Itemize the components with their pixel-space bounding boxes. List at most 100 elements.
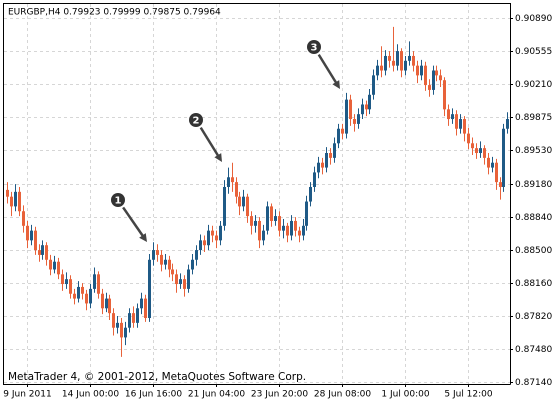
annotation-arrow [317,53,339,86]
candle-body [144,298,147,319]
candle-body [124,327,127,338]
candle-body [491,162,494,168]
candle-body [105,298,108,309]
annotation-arrowhead [214,153,222,162]
candle-body [223,186,226,226]
candle-body [101,293,104,309]
candle-body [447,109,450,120]
candle-body [89,288,92,304]
candle-body [345,99,348,134]
candle-body [136,308,139,323]
candle-body [341,128,344,134]
candle-body [309,186,312,202]
candle-body [77,286,80,299]
candle-body [10,196,13,207]
candle-body [53,261,56,270]
candle-body [376,65,379,76]
candle-body [372,75,375,95]
candle-body [420,65,423,76]
candle-body [325,153,328,168]
y-tick-label: 0.87140 [515,378,552,388]
annotations: 1 2 3 [111,40,340,242]
candle-body [69,279,72,294]
y-tick-label: 0.90890 [515,14,552,24]
candle-body [6,189,9,197]
candle-body [203,240,206,246]
candle-body [313,172,316,187]
candles [6,26,509,357]
candle-body [207,230,210,246]
candle-body [120,322,123,338]
y-tick-label: 0.87480 [515,345,552,355]
candle-body [132,313,135,323]
candle-body [483,148,486,158]
annotation-arrowhead [139,233,147,242]
annotation-marker [189,113,203,127]
candle-body [412,55,415,66]
candle-body [187,269,190,289]
candle-body [93,274,96,289]
candle-body [14,191,17,207]
candle-body [195,250,198,260]
candle-body [235,182,238,197]
candle-body [302,225,305,236]
candle-body [231,177,234,183]
candle-body [435,70,438,76]
candle-body [475,148,478,154]
candle-body [183,279,186,289]
candle-body [384,55,387,71]
candle-body [286,225,289,236]
candle-body [499,182,502,187]
candle-body [97,274,100,294]
candle-body [242,196,245,207]
candle-body [278,216,281,231]
candle-body [282,225,285,231]
candle-body [467,133,470,144]
y-tick-label: 0.90210 [515,80,552,90]
chart-title: EURGBP,H4 0.79923 0.79999 0.79875 0.7996… [8,8,221,18]
annotation-label: 1 [115,196,122,207]
candle-body [428,85,431,90]
candle-body [22,211,25,226]
candle-body [18,191,21,212]
candle-body [455,114,458,129]
candle-body [432,70,435,90]
candle-body [337,128,340,144]
annotation-marker [111,193,125,207]
candle-body [30,230,33,241]
annotation-label: 3 [311,43,318,54]
grid [4,4,510,384]
candle-body [238,196,241,207]
candle-body [152,250,155,260]
candle-body [34,230,37,251]
candle-body [38,250,41,255]
candle-body [168,259,171,270]
candle-body [148,259,151,319]
candle-body [361,104,364,115]
y-tick-label: 0.88160 [515,279,552,289]
candle-body [258,220,261,241]
candle-body [191,259,194,270]
candle-body [321,162,324,168]
candle-body [266,206,269,231]
annotation-marker [307,40,321,54]
candle-body [171,269,174,275]
x-tick-label: 28 Jun 08:00 [314,390,371,400]
y-tick-label: 0.88840 [515,213,552,223]
candle-body [179,279,182,285]
candle-body [479,148,482,154]
candle-body [451,114,454,120]
annotation-arrow [199,126,221,159]
candle-body [294,220,297,231]
candle-body [416,65,419,76]
candle-body [164,259,167,265]
y-tick-label: 0.89875 [515,113,552,123]
x-tick-label: 1 Jul 00:00 [381,390,430,400]
candle-body [400,51,403,71]
candle-body [57,261,60,275]
candle-body [502,128,505,187]
candle-body [85,293,88,304]
y-tick-label: 0.88500 [515,246,552,256]
